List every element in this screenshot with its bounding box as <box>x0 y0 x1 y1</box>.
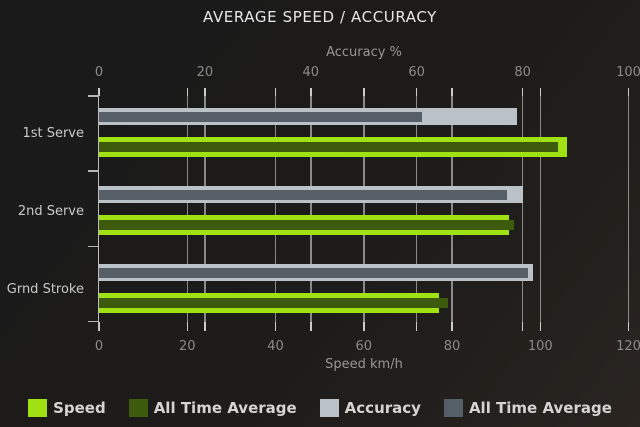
top-tick-label-60: 60 <box>408 65 425 80</box>
tick-bottom-40-upper <box>274 87 277 96</box>
y-axis-group-tick-3 <box>88 320 99 323</box>
tick-bottom-120-upper <box>627 87 630 96</box>
gridline-bottom-80 <box>451 96 453 322</box>
legend-item-all-time-average-3[interactable]: All Time Average <box>443 399 612 417</box>
top-axis-title: Accuracy % <box>326 45 402 60</box>
tick-bottom-40-lower <box>274 322 277 331</box>
category-label-grnd-stroke: Grnd Stroke <box>6 282 84 297</box>
tick-top-20-lower <box>204 322 206 331</box>
tick-bottom-80-lower <box>451 322 453 331</box>
tick-bottom-80-upper <box>451 87 453 96</box>
legend: Speed All Time Average Accuracy All Time Av… <box>0 397 640 419</box>
bottom-axis-title: Speed km/h <box>325 357 403 372</box>
gridline-bottom-60 <box>363 96 365 322</box>
chart-title: AVERAGE SPEED / ACCURACY <box>203 8 437 26</box>
legend-swatch-all-time-average-3 <box>443 399 463 417</box>
top-tick-label-100: 100 <box>616 65 640 80</box>
top-tick-label-20: 20 <box>196 65 214 80</box>
bottom-tick-label-60: 60 <box>355 339 373 354</box>
tick-top-40-upper <box>310 87 312 96</box>
gridline-bottom-20 <box>186 96 188 322</box>
gridline-top-20 <box>204 96 206 322</box>
legend-label-speed-0: Speed <box>53 399 106 417</box>
legend-label-accuracy-2: Accuracy <box>344 399 421 417</box>
bar-speed-alltime-2nd-serve <box>99 220 514 230</box>
legend-swatch-accuracy-2 <box>319 399 339 417</box>
bar-speed-alltime-1st-serve <box>99 142 558 152</box>
gridline-bottom-40 <box>274 96 277 322</box>
category-label-1st-serve: 1st Serve <box>22 126 84 141</box>
y-axis-group-tick-1 <box>88 170 99 172</box>
tick-top-40-lower <box>310 322 312 331</box>
y-axis-line <box>97 94 99 330</box>
legend-item-accuracy-2[interactable]: Accuracy <box>319 399 421 417</box>
legend-swatch-speed-0 <box>28 399 48 417</box>
gridline-bottom-100 <box>539 96 541 322</box>
bar-accuracy-alltime-1st-serve <box>99 111 422 122</box>
y-axis-group-tick-0 <box>88 95 99 97</box>
legend-label-all-time-average-3: All Time Average <box>468 399 612 417</box>
tick-top-60-lower <box>415 322 418 331</box>
category-label-2nd-serve: 2nd Serve <box>17 204 84 219</box>
bar-speed-alltime-grnd-stroke <box>99 298 448 308</box>
legend-label-all-time-average-1: All Time Average <box>153 399 297 417</box>
gridline-top-80 <box>521 96 524 322</box>
tick-bottom-100-lower <box>539 322 541 331</box>
bottom-tick-label-120: 120 <box>616 339 640 354</box>
tick-bottom-100-upper <box>539 87 541 96</box>
y-axis-group-tick-2 <box>88 245 99 248</box>
tick-top-80-upper <box>521 87 524 96</box>
bottom-tick-label-40: 40 <box>267 339 284 354</box>
legend-item-all-time-average-1[interactable]: All Time Average <box>128 399 297 417</box>
bottom-tick-label-100: 100 <box>527 339 553 354</box>
legend-swatch-all-time-average-1 <box>128 399 148 417</box>
gridline-top-40 <box>310 96 312 322</box>
bar-accuracy-alltime-2nd-serve <box>99 189 507 200</box>
gridline-top-60 <box>415 96 418 322</box>
bottom-tick-label-0: 0 <box>94 339 104 354</box>
legend-item-speed-0[interactable]: Speed <box>28 399 106 417</box>
bottom-tick-label-80: 80 <box>443 339 461 354</box>
tick-top-80-lower <box>521 322 524 331</box>
bottom-tick-label-20: 20 <box>178 339 196 354</box>
tick-bottom-20-lower <box>186 322 188 331</box>
tick-bottom-120-lower <box>627 322 630 331</box>
top-tick-label-0: 0 <box>94 65 104 80</box>
tick-top-60-upper <box>415 87 418 96</box>
top-tick-label-80: 80 <box>514 65 531 80</box>
tick-bottom-20-upper <box>186 87 188 96</box>
tick-bottom-0-upper <box>98 87 100 96</box>
bar-accuracy-alltime-grnd-stroke <box>99 267 528 278</box>
tick-bottom-60-upper <box>363 87 365 96</box>
gridline-bottom-120 <box>627 96 630 322</box>
tick-bottom-60-lower <box>363 322 365 331</box>
top-tick-label-40: 40 <box>302 65 320 80</box>
tick-bottom-0-lower <box>98 322 100 331</box>
tick-top-20-upper <box>204 87 206 96</box>
